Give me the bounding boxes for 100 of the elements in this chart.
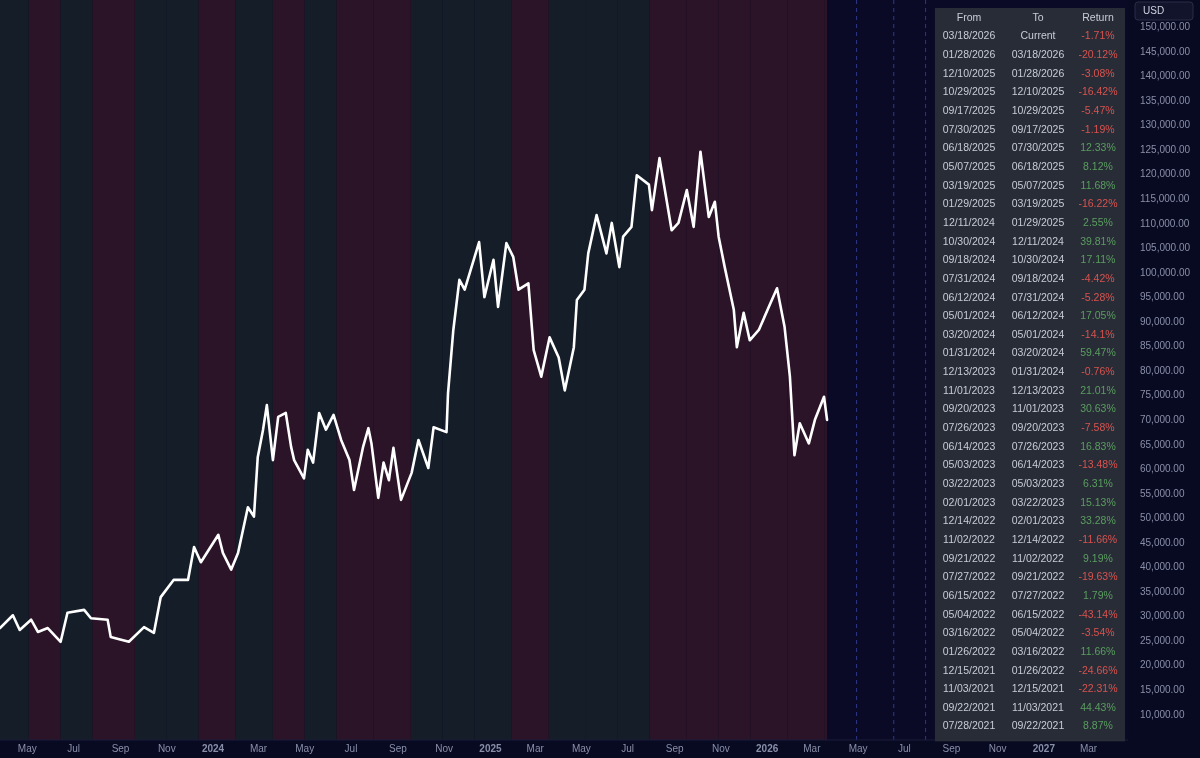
text: 05/03/2023 [942, 458, 996, 471]
text: -3.08% [1081, 66, 1115, 79]
text: -7.58% [1081, 421, 1115, 434]
text: 01/31/2024 [942, 346, 996, 359]
x-tick-label: Sep [389, 743, 408, 754]
text: 03/19/2025 [1011, 197, 1065, 210]
text: 09/22/2021 [942, 700, 996, 713]
y-tick-label: 40,000.00 [1140, 561, 1185, 573]
y-tick-label: 65,000.00 [1140, 438, 1185, 450]
y-tick-label: 120,000.00 [1140, 168, 1191, 180]
y-tick-label: 60,000.00 [1140, 463, 1185, 475]
y-tick-label: 20,000.00 [1140, 659, 1185, 671]
text: 07/30/2025 [942, 122, 996, 135]
text: -4.42% [1081, 271, 1115, 284]
text: 02/01/2023 [942, 495, 996, 508]
text: -24.66% [1078, 663, 1118, 676]
text: 01/26/2022 [1011, 663, 1065, 676]
text: -43.14% [1078, 607, 1118, 620]
text: -13.48% [1078, 458, 1118, 471]
text: 11/02/2022 [1012, 551, 1064, 564]
y-tick-label: 90,000.00 [1140, 315, 1185, 327]
category-label: Return [1082, 10, 1114, 23]
text: 06/18/2025 [1011, 159, 1065, 172]
text: 17.11% [1080, 253, 1116, 266]
x-tick-label: Sep [942, 743, 961, 754]
text: -16.42% [1078, 85, 1118, 98]
text: 06/12/2024 [1011, 309, 1065, 322]
text: 11/01/2023 [1012, 402, 1064, 415]
text: -3.54% [1081, 626, 1115, 639]
text: 11/01/2023 [943, 383, 995, 396]
y-tick-label: 10,000.00 [1140, 708, 1185, 720]
text: 10/29/2025 [1011, 104, 1065, 117]
text: 05/01/2024 [942, 309, 996, 322]
text: -22.31% [1078, 682, 1118, 695]
text: 03/22/2023 [1011, 495, 1065, 508]
text: -19.63% [1078, 570, 1118, 583]
y-tick-label: 140,000.00 [1140, 70, 1191, 82]
text: 03/18/2026 [1011, 48, 1065, 61]
y-tick-label: 30,000.00 [1140, 610, 1185, 622]
text: 12/15/2021 [1011, 682, 1065, 695]
x-tick-label: Mar [249, 743, 268, 754]
category-label: To [1032, 10, 1044, 23]
text: 17.05% [1080, 309, 1116, 322]
text: 09/17/2025 [1011, 122, 1065, 135]
y-tick-label: 95,000.00 [1140, 291, 1185, 303]
text: 07/26/2023 [1011, 439, 1065, 452]
text: 01/29/2025 [942, 197, 996, 210]
text: -1.19% [1081, 122, 1115, 135]
text: 07/28/2021 [942, 719, 996, 732]
text: 30.63% [1080, 402, 1116, 415]
x-tick-label: May [17, 743, 37, 754]
text: 10/30/2024 [942, 234, 996, 247]
y-tick-label: 100,000.00 [1140, 266, 1191, 278]
text: 15.13% [1080, 495, 1116, 508]
text: -5.28% [1081, 290, 1115, 303]
text: -5.47% [1081, 104, 1115, 117]
text: 05/01/2024 [1011, 327, 1065, 340]
text: 03/16/2022 [1011, 644, 1065, 657]
x-tick-label: Nov [157, 743, 176, 754]
text: 11.68% [1080, 178, 1116, 191]
text: 06/14/2023 [1011, 458, 1065, 471]
text: 11/02/2022 [943, 532, 995, 545]
text: 07/31/2024 [942, 271, 996, 284]
text: 12/10/2025 [942, 66, 996, 79]
text: 09/20/2023 [942, 402, 996, 415]
text: 10/30/2024 [1011, 253, 1065, 266]
text: 05/04/2022 [942, 607, 996, 620]
text: 33.28% [1080, 514, 1116, 527]
x-tick-label: Sep [111, 743, 130, 754]
text: 05/03/2023 [1011, 477, 1065, 490]
text: 03/22/2023 [942, 477, 996, 490]
x-tick-label: Mar [803, 743, 822, 754]
text: 07/26/2023 [942, 421, 996, 434]
text: 09/21/2022 [1011, 570, 1065, 583]
text: 07/27/2022 [942, 570, 996, 583]
text: 44.43% [1080, 700, 1116, 713]
text: 1.79% [1083, 588, 1113, 601]
text: -16.22% [1078, 197, 1118, 210]
text: 9.19% [1083, 551, 1113, 564]
text: 01/29/2025 [1011, 215, 1065, 228]
text: 01/28/2026 [942, 48, 996, 61]
y-tick-label: 125,000.00 [1140, 143, 1191, 155]
x-tick-label: 2027 [1032, 743, 1056, 754]
text: 06/15/2022 [1011, 607, 1065, 620]
y-tick-label: 150,000.00 [1140, 21, 1191, 33]
text: 05/04/2022 [1011, 626, 1065, 639]
x-tick-label: Jul [621, 743, 635, 754]
text: 09/18/2024 [942, 253, 996, 266]
text: 6.31% [1083, 477, 1113, 490]
text: 03/16/2022 [942, 626, 996, 639]
text: 12/14/2022 [1011, 532, 1065, 545]
text: 21.01% [1080, 383, 1116, 396]
text: 11.66% [1080, 644, 1116, 657]
text: 39.81% [1080, 234, 1116, 247]
text: 07/31/2024 [1011, 290, 1065, 303]
text: 07/27/2022 [1011, 588, 1065, 601]
y-tick-label: 85,000.00 [1140, 340, 1185, 352]
text: 8.12% [1083, 159, 1113, 172]
text: 09/17/2025 [942, 104, 996, 117]
text: 09/22/2021 [1011, 719, 1065, 732]
